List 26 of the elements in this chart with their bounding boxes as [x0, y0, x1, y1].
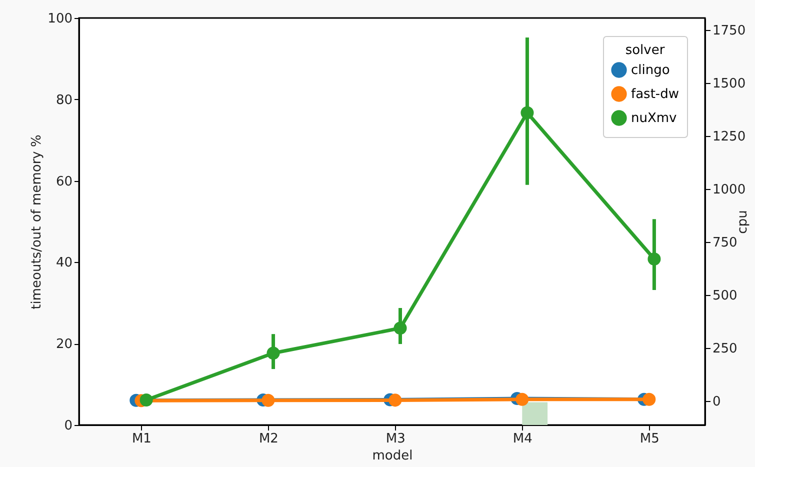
y2-tick-label: 1000 — [712, 182, 746, 198]
x-tick-label: M1 — [132, 432, 152, 446]
y2-tick-label: 1750 — [712, 24, 746, 39]
y-axis-title: timeouts/out of memory % — [30, 134, 45, 310]
y2-tick-label: 250 — [712, 342, 738, 357]
y-tick-label: 20 — [56, 337, 72, 352]
y2-tick-label: 500 — [712, 288, 738, 304]
y2-tick-label: 0 — [712, 394, 721, 410]
y-tick-label: 80 — [56, 92, 72, 108]
x-tick-label: M3 — [386, 432, 406, 446]
legend-label: fast-dw — [631, 87, 680, 102]
y-tick-label: 60 — [56, 174, 72, 190]
legend-title: solver — [625, 43, 666, 58]
x-tick-label: M4 — [512, 432, 532, 446]
legend-label: nuXmv — [631, 111, 678, 126]
y2-tick-label: 750 — [712, 236, 738, 251]
x-tick-label: M5 — [640, 432, 660, 446]
x-axis-title: model — [372, 448, 413, 464]
y2-tick-label: 1250 — [712, 130, 746, 145]
y2-tick-label: 1500 — [712, 76, 746, 92]
legend-label: clingo — [631, 63, 670, 78]
y2-axis-title: cpu — [736, 210, 751, 234]
y-tick-label: 0 — [64, 418, 72, 434]
y-tick-label: 100 — [48, 12, 72, 26]
x-tick-label: M2 — [258, 432, 278, 446]
y-tick-label: 40 — [56, 256, 72, 271]
